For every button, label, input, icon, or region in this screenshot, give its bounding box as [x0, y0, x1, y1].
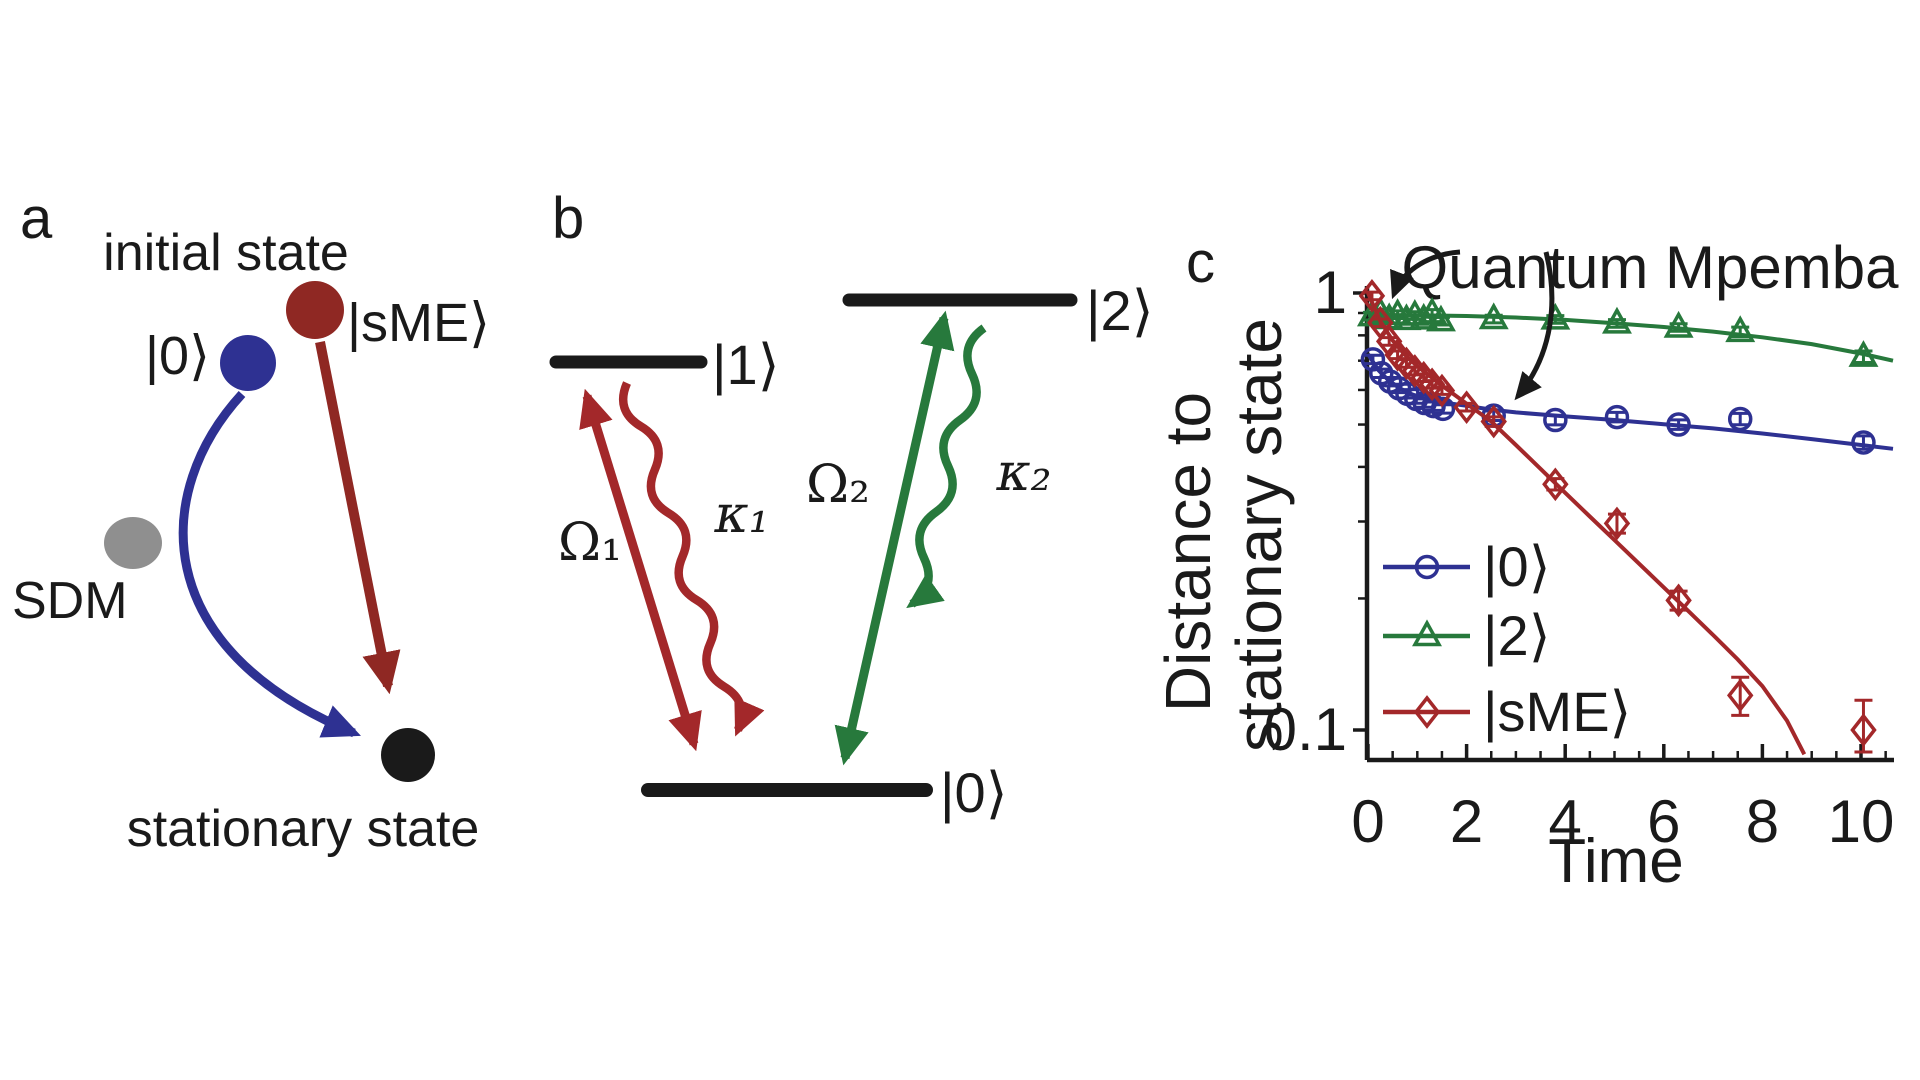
triangle-marker — [1601, 306, 1632, 334]
diamond-marker — [1665, 583, 1692, 618]
diamond-marker — [1428, 373, 1456, 408]
initial-state-label: initial state — [103, 224, 349, 282]
trajectory-ket0-curve — [178, 390, 361, 738]
x-tick-label: 0 — [1351, 788, 1384, 855]
legend-item: |sME⟩ — [1383, 680, 1631, 743]
sdm-label: SDM — [12, 572, 128, 630]
series-circle — [1360, 347, 1894, 455]
y-tick-label: 1 — [1314, 259, 1347, 326]
triangle-marker — [1848, 340, 1879, 367]
plot-axes: 0 2 4 6 8 10 1 0.1 — [1264, 259, 1895, 855]
x-tick-label: 2 — [1450, 788, 1483, 855]
kappa1-label: κ₁ — [714, 485, 770, 545]
x-tick-label: 8 — [1746, 788, 1779, 855]
diamond-marker — [1480, 404, 1507, 439]
ket0-state-dot — [220, 335, 276, 391]
panel-c-letter: c — [1186, 230, 1215, 295]
diamond-marker — [1358, 279, 1386, 313]
omega2-label: Ω₂ — [806, 455, 870, 515]
y-axis-label-line1: Distance to — [1152, 392, 1224, 712]
triangle-marker — [1391, 303, 1422, 331]
kappa2-label: κ₂ — [996, 443, 1052, 503]
circle-marker — [1543, 407, 1568, 433]
stationary-state-label: stationary state — [127, 800, 480, 858]
panel-b-letter: b — [552, 186, 584, 251]
fit-line — [1366, 352, 1894, 451]
circle-marker — [1430, 396, 1456, 422]
level-0-label: |0⟩ — [940, 761, 1008, 824]
legend-item: |0⟩ — [1383, 535, 1551, 598]
triangle-marker — [1663, 310, 1694, 338]
omega2-drive-arrow — [834, 310, 955, 766]
triangle-marker — [1408, 302, 1439, 330]
sdm-state-dot — [104, 517, 162, 569]
x-tick-label: 4 — [1549, 788, 1582, 855]
circle-marker — [1666, 412, 1691, 437]
level-1-label: |1⟩ — [712, 333, 780, 396]
omega1-label: Ω₁ — [558, 513, 622, 573]
legend-item: |2⟩ — [1383, 604, 1551, 667]
x-tick-label: 10 — [1828, 788, 1895, 855]
diamond-marker — [1453, 390, 1480, 424]
level-2-label: |2⟩ — [1086, 279, 1154, 342]
diamond-marker — [1413, 695, 1441, 729]
x-axis-label: Time — [1548, 827, 1683, 896]
y-tick-label: 0.1 — [1264, 696, 1347, 763]
circle-marker — [1414, 554, 1440, 580]
fit-line — [1367, 312, 1894, 363]
kappa1-decay-arrow — [619, 381, 765, 737]
y-axis-label-line2: stationary state — [1223, 318, 1295, 752]
triangle-marker — [1478, 302, 1509, 330]
omega1-drive-arrow — [579, 388, 702, 752]
sme-state-label: |sME⟩ — [347, 293, 490, 353]
ket0-state-label: |0⟩ — [145, 326, 210, 386]
panel-c: c Quantum Mpemba Distance to stationary … — [1152, 230, 1899, 896]
diamond-marker — [1603, 506, 1631, 541]
series-diamond — [1358, 279, 1877, 756]
x-tick-label: 6 — [1647, 788, 1680, 855]
panel-a-letter: a — [20, 186, 53, 251]
circle-marker — [1727, 406, 1753, 432]
triangle-marker — [1725, 315, 1756, 343]
panel-b: b |1⟩ |2⟩ |0⟩ Ω₁ κ₁ Ω₂ κ₂ — [549, 186, 1154, 824]
circle-marker — [1604, 404, 1630, 430]
series-triangle — [1356, 296, 1894, 367]
mpemba-arrow-to-initial — [1390, 249, 1461, 300]
kappa2-decay-arrow — [906, 324, 987, 609]
quantum-mpemba-annotation: Quantum Mpemba — [1402, 234, 1900, 301]
legend-label: |0⟩ — [1483, 535, 1551, 598]
legend-label: |sME⟩ — [1483, 680, 1631, 743]
diamond-marker — [1850, 713, 1877, 747]
mpemba-arrow-to-crossing — [1514, 251, 1555, 401]
trajectory-sme-arrow — [315, 341, 401, 695]
sme-state-dot — [286, 281, 344, 339]
panel-a: a initial state |sME⟩ |0⟩ SDM stationary… — [12, 186, 490, 858]
triangle-marker — [1412, 619, 1442, 647]
plot-legend: |0⟩|2⟩ |sME⟩ — [1383, 535, 1631, 743]
plot-series — [1356, 279, 1894, 756]
stationary-state-dot — [381, 728, 435, 782]
diamond-marker — [1726, 678, 1754, 713]
circle-marker — [1851, 430, 1876, 455]
diamond-marker — [1542, 467, 1569, 502]
decay-wavy-arrows — [619, 324, 987, 737]
legend-label: |2⟩ — [1483, 604, 1551, 667]
triangle-marker — [1425, 304, 1456, 332]
